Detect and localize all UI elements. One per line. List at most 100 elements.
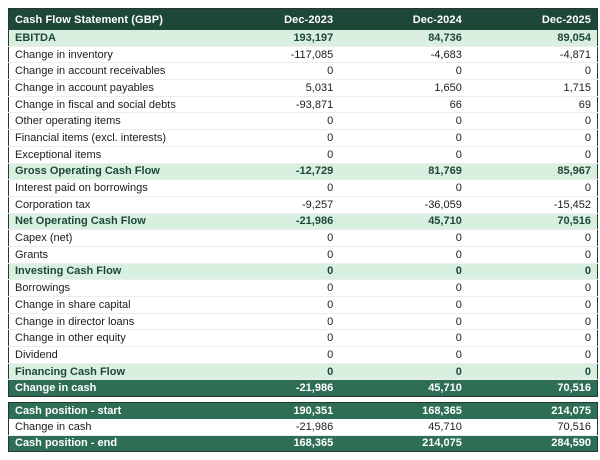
- cash-flow-table: Cash Flow Statement (GBP) Dec-2023 Dec-2…: [8, 8, 598, 398]
- row-value: -12,729: [218, 163, 348, 181]
- row-value: 85,967: [475, 163, 598, 181]
- row-value: 0: [475, 129, 598, 147]
- table-row: Capex (net) 0 0 0: [8, 229, 598, 247]
- row-value: 84,736: [347, 30, 476, 47]
- row-value: 1,650: [347, 79, 476, 97]
- row-value: 284,590: [475, 435, 598, 452]
- table-header: Cash Flow Statement (GBP) Dec-2023 Dec-2…: [8, 8, 598, 30]
- row-value: 0: [475, 229, 598, 247]
- row-value: -21,986: [218, 213, 348, 231]
- row-value: -9,257: [218, 196, 348, 214]
- row-value: 45,710: [347, 213, 476, 231]
- row-label: Other operating items: [8, 112, 219, 131]
- row-value: 0: [347, 346, 476, 364]
- row-value: 0: [475, 263, 598, 281]
- column-header-dec-2023: Dec-2023: [218, 8, 348, 30]
- row-label: EBITDA: [8, 30, 219, 47]
- row-label: Gross Operating Cash Flow: [8, 163, 219, 181]
- row-label: Change in share capital: [8, 296, 219, 314]
- row-value: 1,715: [475, 79, 598, 97]
- row-value: 0: [475, 313, 598, 331]
- row-value: 0: [347, 363, 476, 381]
- table-row: Corporation tax -9,257 -36,059 -15,452: [8, 196, 598, 214]
- table-row: Change in cash -21,986 45,710 70,516: [8, 418, 598, 436]
- row-value: 0: [347, 129, 476, 147]
- row-value: 0: [218, 363, 348, 381]
- table-row: Financial items (excl. interests) 0 0 0: [8, 129, 598, 147]
- row-value: 0: [475, 62, 598, 81]
- row-value: 5,031: [218, 79, 348, 97]
- row-value: -21,986: [218, 418, 348, 436]
- row-label: Cash position - start: [8, 402, 219, 419]
- table-row: Gross Operating Cash Flow -12,729 81,769 85…: [8, 163, 598, 181]
- row-label: Change in inventory: [8, 46, 219, 64]
- row-value: 0: [475, 296, 598, 314]
- cash-position-body: Cash position - start 190,351 168,365 214,0…: [8, 402, 598, 452]
- table-body: EBITDA 193,197 84,736 89,054 Change in inven…: [8, 30, 598, 397]
- row-label: Financial items (excl. interests): [8, 129, 219, 147]
- row-value: 0: [218, 179, 348, 197]
- row-value: 70,516: [475, 379, 598, 397]
- table-row: EBITDA 193,197 84,736 89,054: [8, 30, 598, 47]
- table-row: Other operating items 0 0 0: [8, 112, 598, 131]
- row-label: Cash position - end: [8, 435, 219, 452]
- row-label: Exceptional items: [8, 146, 219, 164]
- table-row: Dividend 0 0 0: [8, 346, 598, 364]
- row-value: 0: [218, 313, 348, 331]
- row-value: 0: [475, 346, 598, 364]
- row-value: 69: [475, 96, 598, 114]
- table-row: Net Operating Cash Flow -21,986 45,710 70,5…: [8, 213, 598, 231]
- row-label: Borrowings: [8, 279, 219, 297]
- row-label: Financing Cash Flow: [8, 363, 219, 381]
- row-value: 0: [218, 296, 348, 314]
- table-row: Interest paid on borrowings 0 0 0: [8, 179, 598, 197]
- table-row: Financing Cash Flow 0 0 0: [8, 363, 598, 381]
- row-value: 0: [218, 229, 348, 247]
- table-row: Change in account payables 5,031 1,650 1,71…: [8, 79, 598, 97]
- row-label: Change in other equity: [8, 329, 219, 348]
- row-value: 0: [218, 263, 348, 281]
- row-label: Change in fiscal and social debts: [8, 96, 219, 114]
- row-label: Change in account payables: [8, 79, 219, 97]
- header-row: Cash Flow Statement (GBP) Dec-2023 Dec-2…: [8, 8, 598, 30]
- table-row: Change in account receivables 0 0 0: [8, 62, 598, 81]
- row-value: 89,054: [475, 30, 598, 47]
- row-value: -4,871: [475, 46, 598, 64]
- row-value: 0: [475, 179, 598, 197]
- row-value: 0: [218, 329, 348, 348]
- row-value: 0: [475, 246, 598, 264]
- row-value: 0: [347, 246, 476, 264]
- row-label: Change in account receivables: [8, 62, 219, 81]
- row-value: -15,452: [475, 196, 598, 214]
- row-value: -21,986: [218, 379, 348, 397]
- row-value: 0: [218, 62, 348, 81]
- row-value: 0: [347, 62, 476, 81]
- table-row: Change in fiscal and social debts -93,871…: [8, 96, 598, 114]
- row-value: 0: [347, 313, 476, 331]
- row-value: 0: [218, 146, 348, 164]
- row-value: 193,197: [218, 30, 348, 47]
- column-header-dec-2024: Dec-2024: [347, 8, 476, 30]
- table-row: Exceptional items 0 0 0: [8, 146, 598, 164]
- table-title: Cash Flow Statement (GBP): [8, 8, 219, 30]
- table-row: Borrowings 0 0 0: [8, 279, 598, 297]
- row-value: 0: [347, 279, 476, 297]
- row-value: 0: [218, 279, 348, 297]
- row-value: 0: [218, 112, 348, 131]
- row-value: 0: [475, 329, 598, 348]
- row-label: Capex (net): [8, 229, 219, 247]
- row-value: -117,085: [218, 46, 348, 64]
- row-label: Corporation tax: [8, 196, 219, 214]
- row-label: Investing Cash Flow: [8, 263, 219, 281]
- row-value: 0: [347, 179, 476, 197]
- row-label: Change in cash: [8, 379, 219, 397]
- row-value: 0: [218, 129, 348, 147]
- row-value: -93,871: [218, 96, 348, 114]
- row-value: 70,516: [475, 213, 598, 231]
- column-header-dec-2025: Dec-2025: [475, 8, 598, 30]
- row-value: 0: [347, 263, 476, 281]
- row-label: Interest paid on borrowings: [8, 179, 219, 197]
- row-value: 214,075: [347, 435, 476, 452]
- row-value: 0: [475, 112, 598, 131]
- row-value: -36,059: [347, 196, 476, 214]
